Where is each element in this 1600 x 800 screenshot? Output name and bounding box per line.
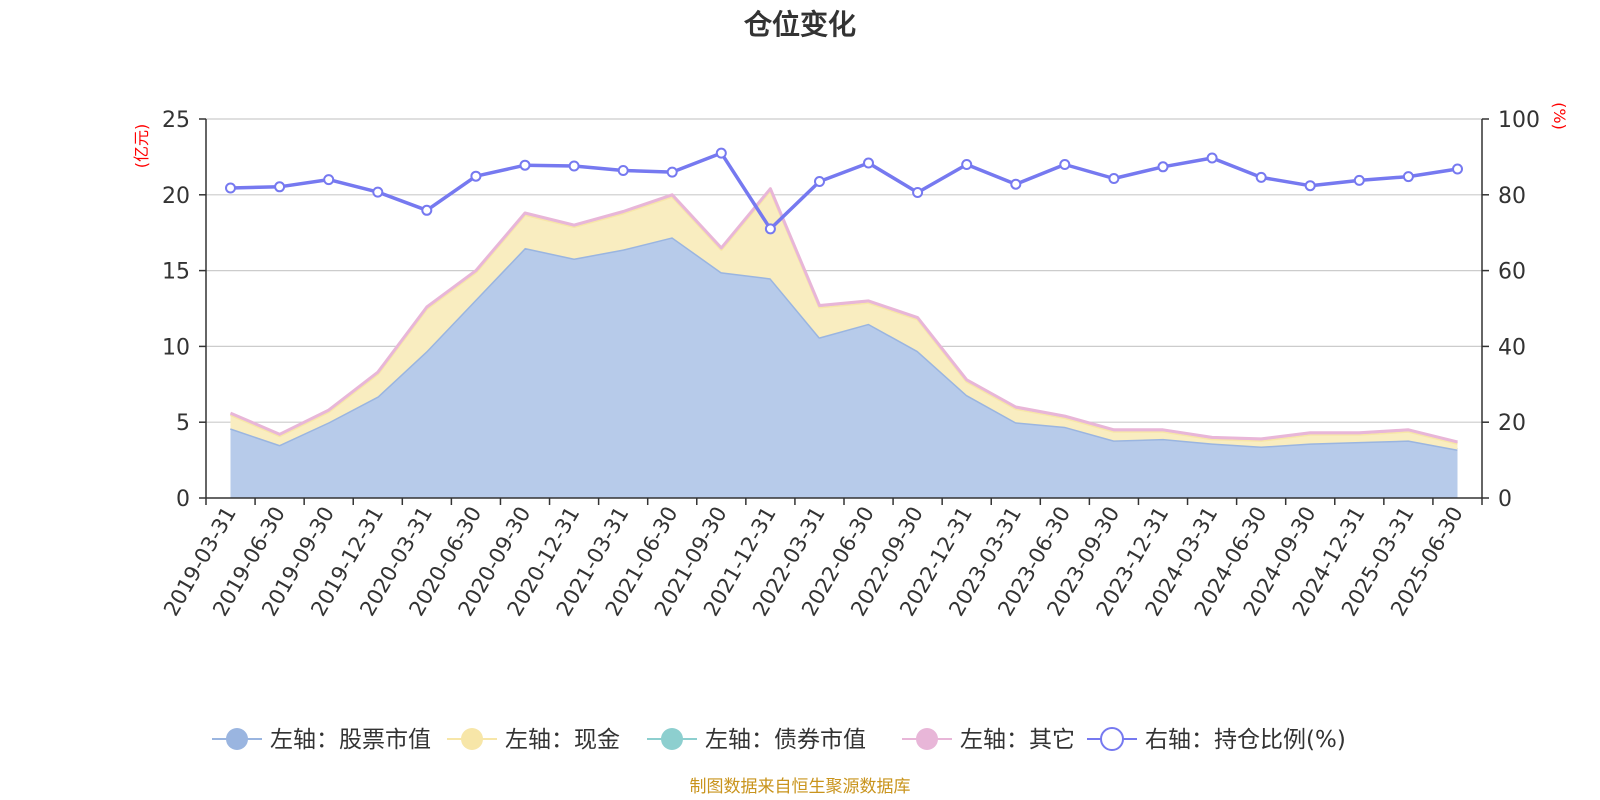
y-right-tick-label: 40 — [1498, 335, 1526, 360]
area-top-line — [229, 187, 1458, 444]
y-left-tick-label: 25 — [162, 108, 190, 133]
ratio-point — [1402, 171, 1414, 183]
right-axis-unit: (%) — [1550, 102, 1569, 130]
legend-swatch-marker — [661, 728, 683, 750]
legend-label: 左轴：现金 — [505, 727, 620, 753]
legend-label: 右轴：持仓比例(%) — [1145, 727, 1346, 753]
ratio-point — [1304, 180, 1316, 192]
ratio-point — [1108, 173, 1120, 184]
ratio-point — [617, 165, 629, 176]
ratio-point — [1010, 178, 1022, 190]
y-right-tick-label: 0 — [1498, 487, 1512, 512]
y-left-tick-label: 0 — [176, 487, 190, 512]
left-axis-unit: (亿元) — [132, 124, 151, 169]
chart-title: 仓位变化 — [744, 8, 856, 41]
ratio-point — [961, 159, 973, 170]
ratio-line — [230, 151, 1458, 231]
ratio-point — [274, 181, 286, 193]
ratio-point — [372, 186, 384, 198]
ratio-point — [1353, 174, 1365, 186]
ratio-point — [568, 160, 580, 172]
area-fill — [230, 237, 1458, 498]
ratio-point — [421, 204, 433, 216]
ratio-point — [323, 174, 335, 186]
ratio-point — [912, 187, 924, 198]
axes — [199, 118, 1489, 505]
ratio-point — [863, 157, 874, 169]
y-left-tick-label: 20 — [162, 184, 190, 209]
y-left-tick-label: 15 — [162, 260, 190, 285]
legend: 左轴：股票市值 左轴：现金 左轴：债券市值 左轴：其它 右轴：持仓比例(%) — [212, 727, 1346, 753]
legend-label: 左轴：债券市值 — [705, 727, 866, 753]
ratio-point — [1157, 161, 1169, 173]
y-right-tick-label: 20 — [1498, 411, 1526, 436]
area-fill — [230, 190, 1458, 450]
y-right-tick-label: 60 — [1498, 260, 1526, 285]
ratio-point — [715, 147, 727, 159]
y-right-tick-label: 80 — [1498, 184, 1526, 209]
y-left-tick-label: 5 — [176, 411, 190, 436]
ratio-point — [1255, 171, 1267, 183]
ratio-point — [666, 166, 678, 178]
area-series — [229, 187, 1458, 498]
legend-label: 左轴：股票市值 — [270, 727, 431, 753]
data-source-note: 制图数据来自恒生聚源数据库 — [690, 777, 911, 797]
legend-swatch-marker — [916, 728, 938, 750]
y-left-tick-label: 10 — [162, 335, 190, 360]
y-right-tick-label: 100 — [1498, 108, 1540, 133]
legend-swatch-marker — [461, 728, 483, 750]
ratio-point — [1206, 152, 1218, 164]
ratio-point — [470, 170, 482, 182]
legend-label: 左轴：其它 — [960, 727, 1075, 753]
ratio-point — [1059, 159, 1071, 170]
ratio-point — [1452, 163, 1463, 175]
ratio-point — [814, 176, 825, 187]
ratio-point — [225, 182, 236, 194]
legend-swatch-marker — [1100, 727, 1124, 751]
ratio-point — [764, 223, 776, 235]
ratio-point — [519, 159, 531, 171]
legend-swatch-marker — [226, 728, 248, 750]
ratio-line-series — [225, 147, 1463, 235]
